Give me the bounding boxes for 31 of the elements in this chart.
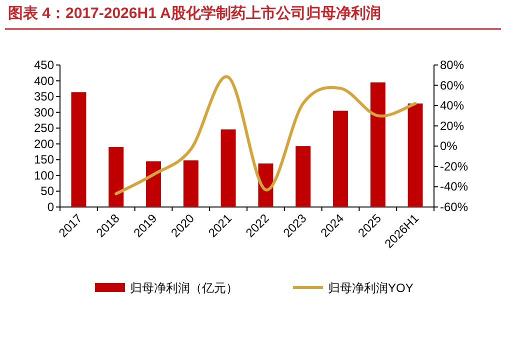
legend-label: 归母净利润YOY [328,281,414,295]
y2-tick-label: 60% [440,78,464,92]
chart-title: 图表 4：2017-2026H1 A股化学制药上市公司归母净利润 [8,4,381,22]
y-tick-label: 300 [34,105,54,120]
y-tick-label: 400 [34,74,54,88]
y2-tick-label: -20% [440,159,468,174]
y-tick-label: 250 [34,121,54,136]
bar [370,82,386,207]
y2-tick-label: 80% [440,58,464,72]
y-tick-label: 450 [34,58,54,72]
legend-label: 归母净利润（亿元） [130,281,238,295]
bar [146,161,161,207]
bar [183,160,198,207]
y-tick-label: 100 [34,168,54,182]
y2-tick-label: -40% [440,180,468,194]
bar [333,110,348,207]
y-tick-label: 350 [34,90,54,104]
bar [71,92,86,207]
y-tick-label: 200 [34,136,54,151]
bar [220,129,236,207]
y2-tick-label: 20% [440,118,464,133]
y2-tick-label: -60% [440,200,468,214]
y2-tick-label: 40% [440,98,464,113]
bar [108,147,124,207]
line-series [114,75,417,196]
y2-tick-label: 0% [440,139,458,154]
bar [408,104,423,207]
y-tick-label: 150 [34,152,54,167]
y-tick-label: 0 [47,200,54,214]
bar [296,146,311,207]
y-tick-label: 50 [40,184,54,198]
